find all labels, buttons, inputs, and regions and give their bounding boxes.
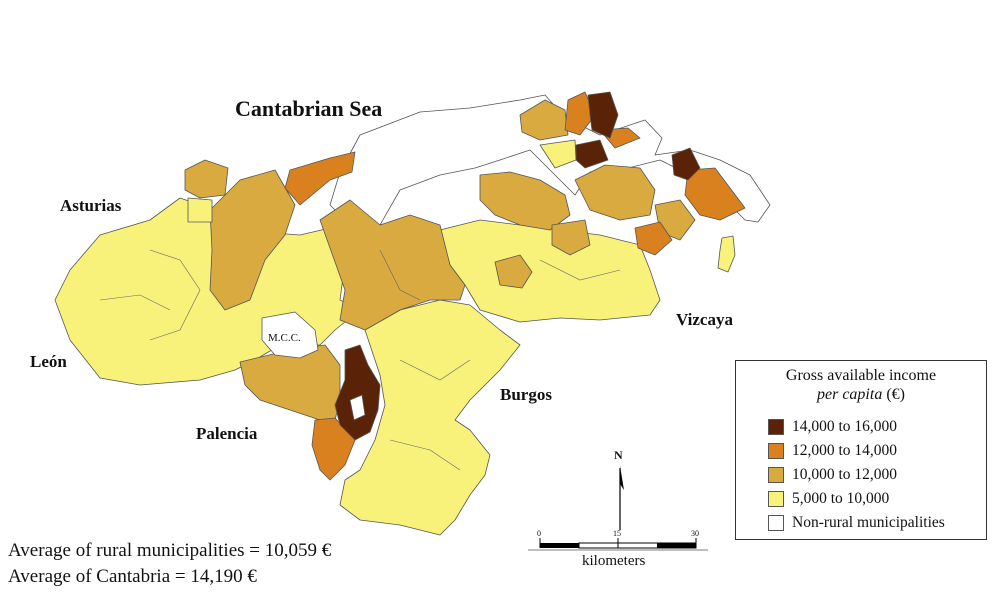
legend-title-line1: Gross available income bbox=[785, 367, 937, 384]
legend-label: 10,000 to 12,000 bbox=[792, 466, 898, 483]
average-cantabria: Average of Cantabria = 14,190 € bbox=[8, 566, 257, 587]
label-mcc: M.C.C. bbox=[268, 332, 301, 344]
north-arrow-icon bbox=[619, 466, 624, 530]
region-small-yellow bbox=[539, 139, 577, 169]
scale-tick-30: 30 bbox=[691, 529, 699, 538]
legend-item: 14,000 to 16,000 bbox=[768, 418, 897, 436]
region-yellow-south bbox=[339, 299, 521, 536]
region-dark-4 bbox=[334, 344, 381, 441]
region-small-yellow2 bbox=[187, 197, 213, 223]
region-orange-6 bbox=[311, 417, 356, 481]
scale-bar-graphic bbox=[528, 538, 708, 551]
region-exclave-east bbox=[717, 235, 736, 273]
region-tan-ne2 bbox=[519, 99, 569, 141]
legend-item: 5,000 to 10,000 bbox=[768, 490, 889, 508]
north-label: N bbox=[614, 448, 623, 462]
region-tan-nw bbox=[184, 159, 229, 199]
legend-item: 12,000 to 14,000 bbox=[768, 442, 897, 460]
label-vizcaya: Vizcaya bbox=[676, 310, 733, 329]
legend-swatch bbox=[768, 467, 784, 483]
region-orange-4 bbox=[684, 167, 746, 221]
region-enclave-white bbox=[349, 394, 366, 421]
region-tan-ne bbox=[574, 164, 656, 221]
legend-label: Non-rural municipalities bbox=[792, 514, 945, 531]
region-orange-2 bbox=[564, 91, 596, 136]
scale-unit: kilometers bbox=[582, 553, 646, 569]
region-tan-east3 bbox=[551, 219, 591, 256]
label-leon: León bbox=[30, 352, 67, 371]
legend-title-line2: per capita bbox=[817, 386, 883, 403]
label-sea: Cantabrian Sea bbox=[235, 96, 383, 121]
average-rural: Average of rural municipalities = 10,059… bbox=[8, 540, 332, 561]
legend-item: Non-rural municipalities bbox=[768, 514, 945, 532]
region-mcc bbox=[261, 311, 319, 359]
region-tan-burgos bbox=[494, 254, 533, 289]
legend-label: 5,000 to 10,000 bbox=[792, 490, 890, 507]
scale-tick-15: 15 bbox=[613, 529, 621, 538]
legend-title: Gross available income per capita (€) bbox=[736, 366, 986, 404]
legend-label: 14,000 to 16,000 bbox=[792, 418, 898, 435]
region-yellow-east bbox=[439, 219, 661, 323]
label-palencia: Palencia bbox=[196, 424, 258, 443]
legend-swatch bbox=[768, 419, 784, 435]
legend-swatch bbox=[768, 443, 784, 459]
label-burgos: Burgos bbox=[500, 385, 552, 404]
legend: Gross available income per capita (€) 14… bbox=[735, 360, 987, 540]
region-tan-center bbox=[319, 199, 466, 331]
region-orange-1 bbox=[284, 151, 356, 206]
legend-label: 12,000 to 14,000 bbox=[792, 442, 898, 459]
region-dark-3 bbox=[671, 147, 701, 181]
label-asturias: Asturias bbox=[60, 196, 122, 215]
region-tan-east bbox=[479, 171, 571, 231]
region-orange-5 bbox=[634, 221, 673, 256]
legend-swatch bbox=[768, 491, 784, 507]
legend-title-unit: (€) bbox=[882, 386, 905, 403]
legend-swatch bbox=[768, 515, 784, 531]
region-tan-west bbox=[209, 169, 296, 311]
legend-item: 10,000 to 12,000 bbox=[768, 466, 897, 484]
scale-tick-0: 0 bbox=[537, 529, 541, 538]
region-dark-1 bbox=[587, 91, 619, 139]
